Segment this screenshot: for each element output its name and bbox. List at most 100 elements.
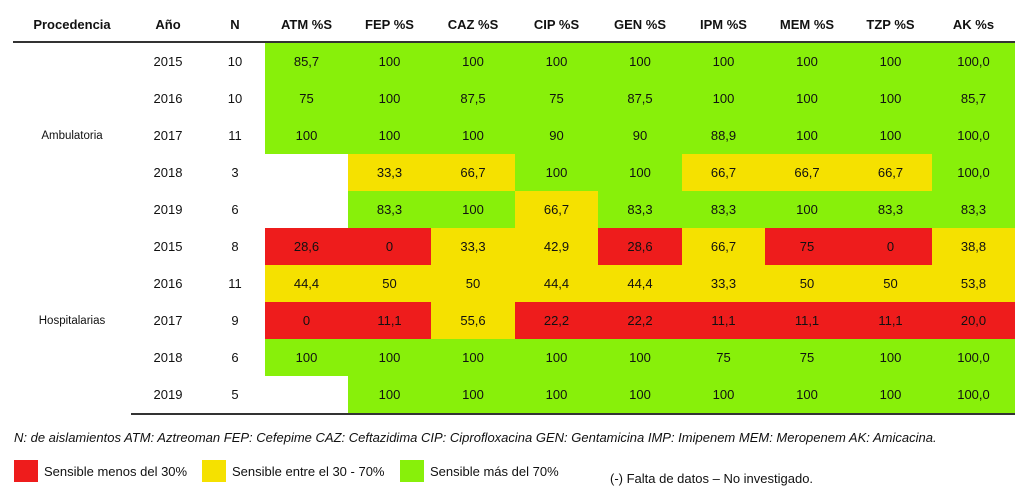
value-cell <box>265 191 348 228</box>
n-cell: 11 <box>228 128 242 143</box>
n-cell: 6 <box>231 202 239 217</box>
year-cell: 2019 <box>153 202 183 217</box>
value-cell: 50 <box>348 265 431 302</box>
value-cell: 100 <box>515 376 598 415</box>
value-cell: 33,3 <box>682 265 765 302</box>
value-cell: 100 <box>348 376 431 415</box>
value-cell: 100 <box>765 42 849 80</box>
missing-data-note: (-) Falta de datos – No investigado. <box>610 471 814 486</box>
group-label: Ambulatoria <box>41 129 103 142</box>
col-header-ano: Año <box>155 17 181 32</box>
year-cell: 2018 <box>153 165 183 180</box>
legend-label-green: Sensible más del 70% <box>430 463 559 479</box>
value-cell: 100 <box>431 117 515 154</box>
value-cell: 44,4 <box>515 265 598 302</box>
table-row: 2019 6 83,3 100 66,7 83,3 83,3 100 83,3 83,3 <box>13 191 1015 228</box>
value-cell: 33,3 <box>348 154 431 191</box>
value-cell: 0 <box>265 302 348 339</box>
value-cell: 83,3 <box>348 191 431 228</box>
value-cell: 20,0 <box>932 302 1015 339</box>
value-cell: 53,8 <box>932 265 1015 302</box>
value-cell: 87,5 <box>598 80 682 117</box>
value-cell: 100 <box>682 80 765 117</box>
value-cell: 44,4 <box>598 265 682 302</box>
value-cell: 83,3 <box>932 191 1015 228</box>
footnote: N: de aislamientos ATM: Aztreoman FEP: C… <box>14 430 937 445</box>
year-cell: 2015 <box>153 239 183 254</box>
table-row: 2016 10 75 100 87,5 75 87,5 100 100 100 85,7 <box>13 80 1015 117</box>
year-cell: 2017 <box>153 313 183 328</box>
value-cell: 85,7 <box>265 42 348 80</box>
table-row: 2018 3 33,3 66,7 100 100 66,7 66,7 66,7 100,0 <box>13 154 1015 191</box>
value-cell: 100 <box>682 42 765 80</box>
value-cell: 83,3 <box>682 191 765 228</box>
value-cell: 38,8 <box>932 228 1015 265</box>
value-cell: 66,7 <box>431 154 515 191</box>
legend-label-yellow: Sensible entre el 30 - 70% <box>232 463 385 479</box>
value-cell: 0 <box>348 228 431 265</box>
col-header-n: N <box>230 17 240 32</box>
table-row: Ambulatoria 2015 10 85,7 100 100 100 100 100 100 1… <box>13 42 1015 142</box>
value-cell: 87,5 <box>431 80 515 117</box>
value-cell: 100 <box>765 376 849 415</box>
value-cell: 75 <box>682 339 765 376</box>
year-cell: 2018 <box>153 350 183 365</box>
col-header-cip: CIP %S <box>533 17 580 32</box>
value-cell: 75 <box>515 80 598 117</box>
legend-swatch-yellow <box>202 460 226 482</box>
value-cell: 100 <box>765 117 849 154</box>
value-cell: 28,6 <box>265 228 348 265</box>
value-cell: 75 <box>765 228 849 265</box>
n-cell: 3 <box>231 165 239 180</box>
value-cell: 90 <box>515 117 598 154</box>
value-cell: 100,0 <box>932 339 1015 376</box>
value-cell <box>265 376 348 415</box>
value-cell: 100,0 <box>932 117 1015 154</box>
value-cell: 50 <box>431 265 515 302</box>
value-cell: 100 <box>598 339 682 376</box>
value-cell: 0 <box>849 228 932 265</box>
value-cell: 11,1 <box>348 302 431 339</box>
value-cell: 100 <box>849 376 932 415</box>
value-cell: 100 <box>431 376 515 415</box>
value-cell: 100 <box>765 80 849 117</box>
n-cell: 10 <box>227 54 243 69</box>
value-cell: 11,1 <box>849 302 932 339</box>
n-cell: 9 <box>231 313 239 328</box>
value-cell: 100 <box>431 339 515 376</box>
group-label: Hospitalarias <box>38 315 106 327</box>
value-cell: 88,9 <box>682 117 765 154</box>
value-cell: 100 <box>515 339 598 376</box>
value-cell: 100 <box>348 80 431 117</box>
table-row: Hospitalarias 2015 8 28,6 0 33,3 42,9 28,6 66,7 7… <box>13 228 1015 327</box>
value-cell: 100 <box>431 191 515 228</box>
value-cell: 100 <box>682 376 765 415</box>
value-cell: 100 <box>849 42 932 80</box>
legend-item-green: Sensible más del 70% <box>400 460 559 482</box>
value-cell: 75 <box>765 339 849 376</box>
value-cell: 100,0 <box>932 42 1015 80</box>
value-cell: 50 <box>765 265 849 302</box>
col-header-tzp: TZP %S <box>866 17 915 32</box>
value-cell <box>265 154 348 191</box>
col-header-ak: AK %s <box>952 17 995 32</box>
legend-swatch-green <box>400 460 424 482</box>
n-cell: 11 <box>228 276 242 291</box>
col-header-gen: GEN %S <box>613 17 666 32</box>
n-cell: 10 <box>227 91 243 106</box>
value-cell: 42,9 <box>515 228 598 265</box>
col-header-fep: FEP %S <box>365 17 414 32</box>
value-cell: 55,6 <box>431 302 515 339</box>
value-cell: 66,7 <box>515 191 598 228</box>
value-cell: 11,1 <box>765 302 849 339</box>
table-row: 2016 11 44,4 50 50 44,4 44,4 33,3 50 50 53,8 <box>13 265 1015 302</box>
value-cell: 100 <box>849 339 932 376</box>
value-cell: 11,1 <box>682 302 765 339</box>
legend-label-red: Sensible menos del 30% <box>44 463 188 479</box>
table-row: 2018 6 100 100 100 100 100 75 75 100 100,0 <box>13 339 1015 376</box>
value-cell: 83,3 <box>849 191 932 228</box>
table-body: Ambulatoria 2015 10 85,7 100 100 100 100 100 100 1… <box>13 42 1015 415</box>
legend-item-red: Sensible menos del 30% <box>14 460 187 482</box>
table-row: 2017 11 100 100 100 90 90 88,9 100 100 100,0 <box>13 117 1015 154</box>
col-header-ipm: IPM %S <box>700 17 747 32</box>
